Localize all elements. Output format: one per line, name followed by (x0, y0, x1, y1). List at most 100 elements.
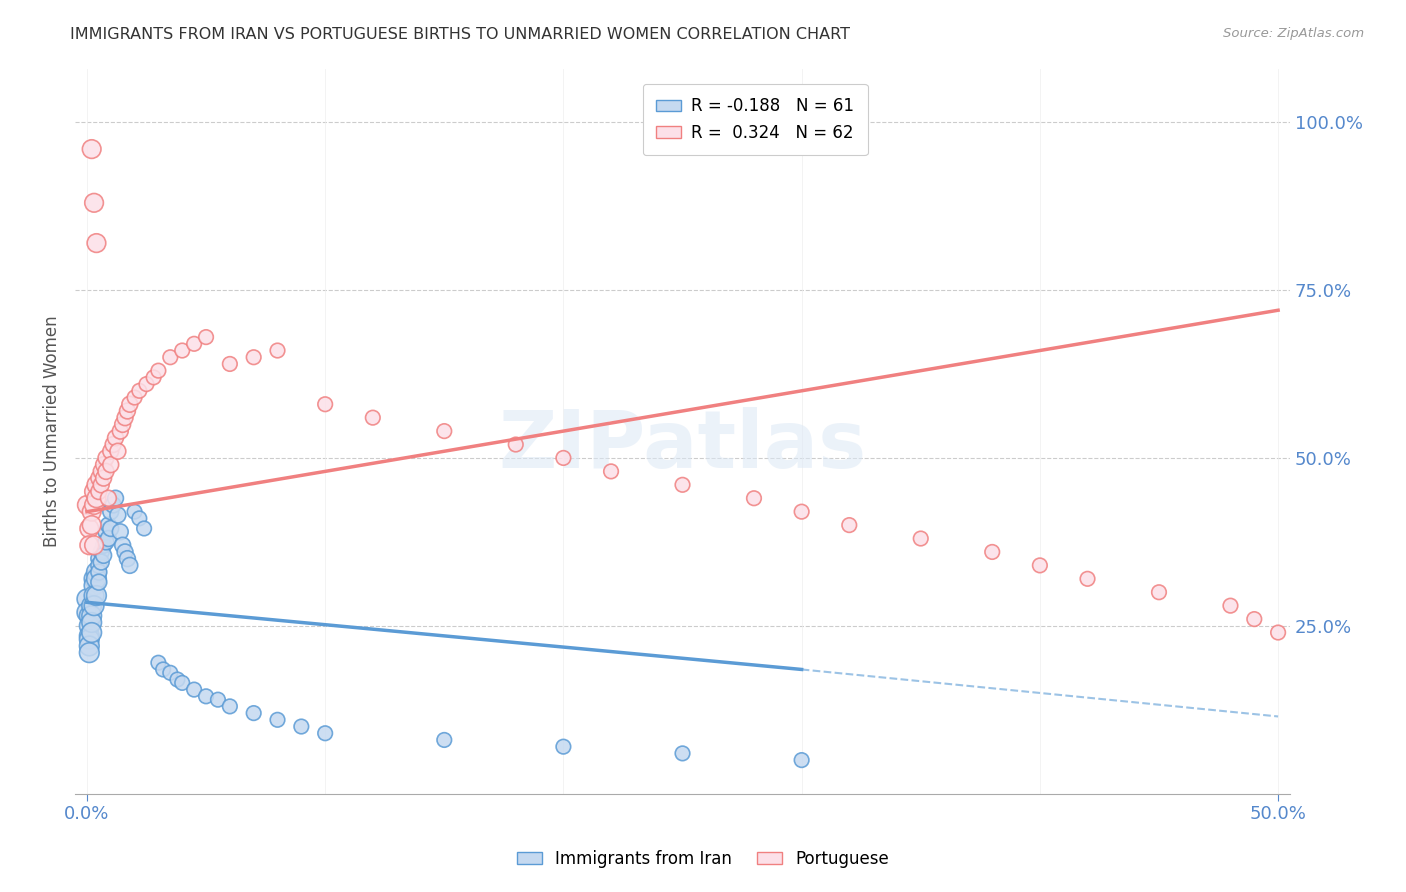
Point (183, 336, 205, 351)
Point (100, 505, 122, 519)
Point (93, 471, 115, 485)
Legend: R = -0.188   N = 61, R =  0.324   N = 62: R = -0.188 N = 61, R = 0.324 N = 62 (643, 84, 868, 155)
Point (79, 639, 101, 653)
Point (100, 458, 122, 472)
Point (242, 706, 264, 720)
Point (671, 478, 693, 492)
Point (195, 690, 218, 704)
Point (86, 491, 108, 506)
Point (100, 444, 122, 458)
Point (110, 424, 132, 438)
Point (87, 565, 110, 579)
Point (553, 739, 575, 754)
Point (80, 518, 103, 533)
Point (218, 699, 240, 714)
Point (314, 726, 336, 740)
Point (87, 484, 110, 499)
Point (80, 505, 103, 519)
Point (79, 629, 101, 643)
Point (86, 236, 108, 251)
Point (79, 608, 101, 623)
Point (128, 511, 150, 525)
Point (111, 538, 134, 552)
Point (76, 591, 98, 606)
Point (86, 589, 108, 603)
Point (553, 450, 575, 465)
Point (79, 646, 101, 660)
Point (94, 450, 117, 465)
Point (87, 558, 110, 573)
Point (124, 505, 146, 519)
Point (207, 692, 229, 706)
Point (1267, 625, 1289, 640)
Point (83, 578, 105, 592)
Point (135, 377, 157, 392)
Text: ZIPatlas: ZIPatlas (498, 407, 866, 484)
Point (159, 665, 181, 680)
Point (104, 431, 127, 445)
Point (117, 404, 139, 418)
Point (361, 410, 384, 425)
Point (107, 508, 129, 522)
Point (1076, 572, 1098, 586)
Point (166, 673, 188, 687)
Point (266, 343, 288, 358)
Point (93, 538, 115, 552)
Point (94, 464, 117, 478)
Point (87, 471, 110, 485)
Point (142, 370, 165, 384)
Point (124, 391, 146, 405)
Point (79, 619, 101, 633)
Point (790, 505, 813, 519)
Point (79, 538, 101, 552)
Point (80, 608, 103, 623)
Text: Source: ZipAtlas.com: Source: ZipAtlas.com (1223, 27, 1364, 40)
Point (104, 491, 127, 506)
Point (93, 549, 115, 563)
Point (290, 719, 312, 733)
Point (172, 343, 194, 358)
Point (671, 747, 693, 761)
Point (83, 484, 105, 499)
Point (152, 663, 174, 677)
Point (117, 551, 139, 566)
Point (87, 551, 110, 566)
Point (94, 524, 117, 539)
Point (195, 330, 218, 344)
Point (90, 555, 112, 569)
Point (100, 521, 122, 535)
Point (80, 625, 103, 640)
Point (86, 565, 108, 579)
Point (1219, 599, 1241, 613)
Point (114, 410, 136, 425)
Point (1147, 585, 1170, 599)
Point (97, 532, 120, 546)
Point (981, 545, 1004, 559)
Point (433, 733, 456, 747)
Point (600, 464, 623, 478)
Point (111, 417, 134, 432)
Point (90, 464, 112, 478)
Point (80, 599, 103, 613)
Point (1243, 612, 1265, 626)
Point (83, 498, 105, 512)
Point (101, 498, 124, 512)
Point (83, 538, 105, 552)
Point (118, 558, 141, 573)
Point (107, 444, 129, 458)
Point (148, 656, 170, 670)
Point (79, 632, 101, 647)
Y-axis label: Births to Unmarried Women: Births to Unmarried Women (44, 315, 60, 547)
Point (118, 397, 141, 411)
Point (110, 524, 132, 539)
Point (159, 350, 181, 364)
Point (172, 676, 194, 690)
Point (266, 713, 288, 727)
Point (94, 534, 117, 549)
Point (76, 498, 98, 512)
Point (80, 615, 103, 630)
Point (742, 491, 765, 506)
Point (86, 572, 108, 586)
Point (90, 545, 112, 559)
Point (505, 437, 527, 451)
